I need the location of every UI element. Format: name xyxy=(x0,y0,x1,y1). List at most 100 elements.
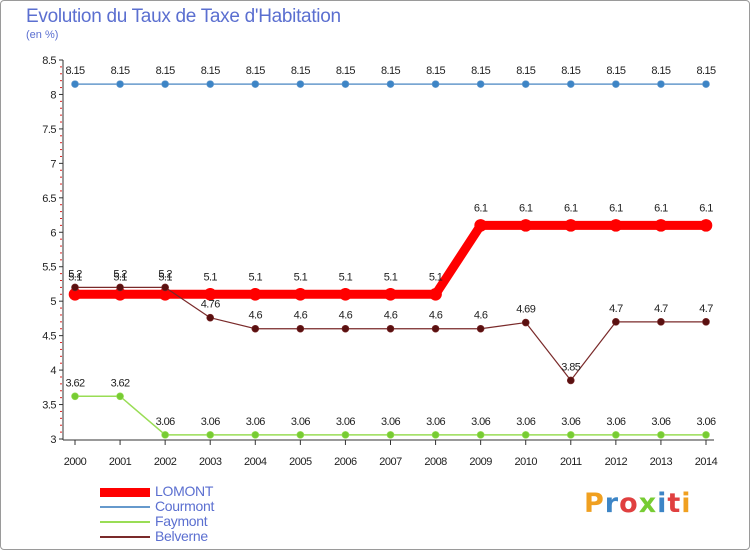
data-label-courmont: 8.15 xyxy=(426,65,445,77)
data-label-courmont: 8.15 xyxy=(65,65,84,77)
y-tick-label: 6.5 xyxy=(42,193,56,205)
data-point-belverne xyxy=(386,324,395,333)
data-point-courmont xyxy=(206,80,215,88)
data-point-courmont xyxy=(612,80,620,88)
logo-letter: o xyxy=(619,488,639,519)
data-label-courmont: 8.15 xyxy=(516,65,535,77)
data-label-lomont: 5.1 xyxy=(294,271,308,283)
legend-item-faymont: Faymont xyxy=(100,514,300,529)
data-label-belverne: 5.2 xyxy=(113,268,127,280)
data-label-courmont: 8.15 xyxy=(111,65,130,77)
data-label-faymont: 3.06 xyxy=(156,416,175,428)
data-point-belverne xyxy=(566,376,575,385)
data-label-courmont: 8.15 xyxy=(606,65,625,77)
chart-unit: (en %) xyxy=(26,29,59,41)
x-tick-label: 2000 xyxy=(64,456,87,468)
y-tick-label: 6 xyxy=(50,227,56,239)
data-point-faymont xyxy=(431,431,440,439)
data-label-courmont: 8.15 xyxy=(246,65,265,77)
data-label-belverne: 5.2 xyxy=(68,268,82,280)
data-point-faymont xyxy=(296,431,305,439)
data-point-courmont xyxy=(341,80,350,88)
data-point-lomont xyxy=(699,219,713,232)
x-tick-label: 2014 xyxy=(695,456,718,468)
data-point-faymont xyxy=(71,392,79,401)
data-label-lomont: 6.1 xyxy=(519,202,533,214)
data-label-lomont: 6.1 xyxy=(609,202,623,214)
data-point-faymont xyxy=(206,431,215,439)
data-point-courmont xyxy=(702,80,710,88)
data-label-lomont: 6.1 xyxy=(654,202,668,214)
legend-swatch-courmont xyxy=(100,506,150,508)
data-point-courmont xyxy=(251,80,260,88)
legend-label-belverne: Belverne xyxy=(155,528,208,544)
data-point-lomont xyxy=(519,219,533,232)
data-label-belverne: 4.6 xyxy=(429,310,443,322)
y-tick-label: 3.5 xyxy=(42,400,56,412)
x-tick-label: 2010 xyxy=(514,456,537,468)
data-point-faymont xyxy=(521,431,530,439)
proxiti-logo: Proxiti xyxy=(584,488,692,519)
data-point-courmont xyxy=(566,80,575,88)
data-label-faymont: 3.06 xyxy=(246,416,265,428)
x-tick-label: 2007 xyxy=(379,456,402,468)
data-point-belverne xyxy=(71,283,79,292)
data-label-belverne: 4.6 xyxy=(384,310,398,322)
data-label-lomont: 5.1 xyxy=(113,271,127,283)
chart-title: Evolution du Taux de Taxe d'Habitation xyxy=(26,6,341,27)
y-tick-label: 8 xyxy=(50,89,56,101)
data-label-courmont: 8.15 xyxy=(381,65,400,77)
legend-label-faymont: Faymont xyxy=(155,513,208,529)
x-tick-label: 2013 xyxy=(650,456,673,468)
data-point-courmont xyxy=(657,80,665,88)
data-point-faymont xyxy=(566,431,575,439)
data-label-lomont: 6.1 xyxy=(474,202,488,214)
data-label-belverne: 4.76 xyxy=(201,299,220,311)
x-tick-label: 2002 xyxy=(154,456,177,468)
data-point-courmont xyxy=(71,80,79,88)
x-tick-label: 2005 xyxy=(289,456,312,468)
data-point-belverne xyxy=(521,318,530,327)
data-label-courmont: 8.15 xyxy=(156,65,175,77)
data-point-courmont xyxy=(116,80,124,88)
data-point-faymont xyxy=(161,431,169,439)
series-line-belverne xyxy=(74,286,707,382)
data-label-belverne: 4.7 xyxy=(609,303,623,315)
data-point-lomont xyxy=(384,287,397,301)
data-point-faymont xyxy=(476,431,485,439)
x-tick-label: 2012 xyxy=(605,456,628,468)
data-label-faymont: 3.62 xyxy=(65,377,84,389)
data-point-lomont xyxy=(248,287,262,301)
data-point-courmont xyxy=(161,80,169,88)
y-tick-label: 7 xyxy=(50,158,56,170)
data-label-belverne: 3.85 xyxy=(561,361,580,373)
data-label-courmont: 8.15 xyxy=(201,65,220,77)
data-label-belverne: 4.7 xyxy=(654,303,668,315)
legend-label-lomont: LOMONT xyxy=(155,483,214,499)
y-tick-label: 4 xyxy=(50,365,56,377)
x-tick-label: 2009 xyxy=(469,456,492,468)
logo-letter: P xyxy=(584,488,605,519)
data-point-faymont xyxy=(386,431,395,439)
data-label-faymont: 3.06 xyxy=(291,416,310,428)
legend-item-lomont: LOMONT xyxy=(100,484,300,499)
data-point-lomont xyxy=(429,287,442,301)
data-point-courmont xyxy=(386,80,395,88)
legend-swatch-lomont xyxy=(100,487,150,497)
data-label-faymont: 3.06 xyxy=(651,416,670,428)
data-label-faymont: 3.06 xyxy=(426,416,445,428)
logo-letter: i xyxy=(657,488,668,519)
data-point-belverne xyxy=(476,324,485,333)
y-tick-label: 7.5 xyxy=(42,124,56,136)
legend-item-belverne: Belverne xyxy=(100,529,300,544)
data-label-faymont: 3.06 xyxy=(336,416,355,428)
data-label-belverne: 4.69 xyxy=(516,304,535,316)
data-label-lomont: 5.1 xyxy=(384,271,398,283)
y-tick-label: 5 xyxy=(50,296,56,308)
data-label-lomont: 6.1 xyxy=(564,202,578,214)
y-tick-label: 8.5 xyxy=(42,55,56,67)
series-line-lomont xyxy=(70,220,711,299)
data-point-belverne xyxy=(161,283,169,292)
data-label-courmont: 8.15 xyxy=(561,65,580,77)
